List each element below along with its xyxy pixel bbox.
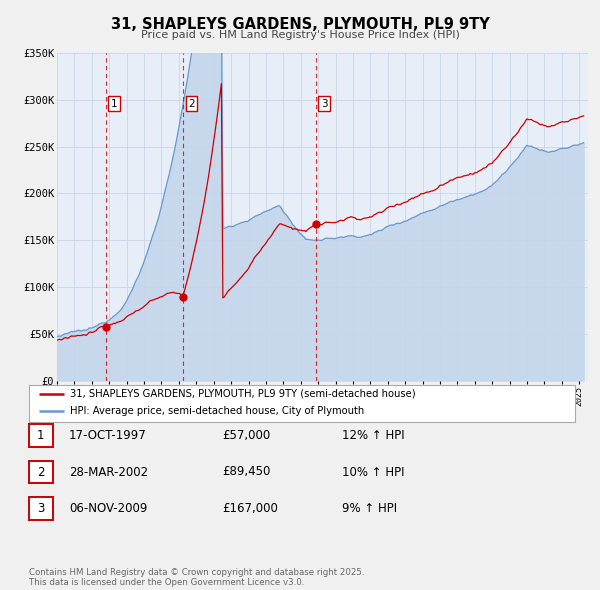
Text: 9% ↑ HPI: 9% ↑ HPI [342,502,397,515]
Text: Price paid vs. HM Land Registry's House Price Index (HPI): Price paid vs. HM Land Registry's House … [140,30,460,40]
Text: 3: 3 [321,99,328,109]
Text: 1: 1 [37,429,44,442]
Text: 31, SHAPLEYS GARDENS, PLYMOUTH, PL9 9TY: 31, SHAPLEYS GARDENS, PLYMOUTH, PL9 9TY [110,17,490,31]
Text: 10% ↑ HPI: 10% ↑ HPI [342,466,404,478]
Text: 12% ↑ HPI: 12% ↑ HPI [342,429,404,442]
Text: 28-MAR-2002: 28-MAR-2002 [69,466,148,478]
Text: 1: 1 [111,99,118,109]
Text: 17-OCT-1997: 17-OCT-1997 [69,429,147,442]
Text: £57,000: £57,000 [222,429,270,442]
Text: £167,000: £167,000 [222,502,278,515]
Text: 31, SHAPLEYS GARDENS, PLYMOUTH, PL9 9TY (semi-detached house): 31, SHAPLEYS GARDENS, PLYMOUTH, PL9 9TY … [70,389,415,399]
Text: 2: 2 [188,99,195,109]
Text: 06-NOV-2009: 06-NOV-2009 [69,502,148,515]
Text: HPI: Average price, semi-detached house, City of Plymouth: HPI: Average price, semi-detached house,… [70,407,364,417]
Text: 2: 2 [37,466,44,478]
Text: £89,450: £89,450 [222,466,271,478]
Text: Contains HM Land Registry data © Crown copyright and database right 2025.
This d: Contains HM Land Registry data © Crown c… [29,568,364,587]
Text: 3: 3 [37,502,44,515]
